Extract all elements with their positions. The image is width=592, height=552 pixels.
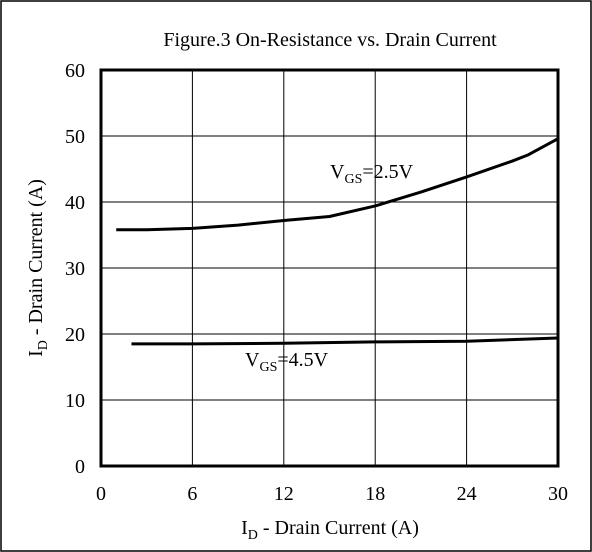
y-tick-label: 30 (65, 258, 85, 280)
y-axis-label-rest: - Drain Current (A) (25, 179, 47, 340)
series-label-sub: GS (259, 360, 277, 375)
y-tick-label: 50 (65, 126, 85, 148)
series-label: VGS=4.5V (245, 349, 329, 375)
x-axis-label: ID - Drain Current (A) (241, 517, 419, 543)
series-label-main: V (330, 161, 345, 183)
series-label-main: V (245, 349, 260, 371)
plot-border (99, 68, 560, 468)
y-tick-label: 40 (65, 192, 85, 214)
y-tick-label: 0 (75, 456, 85, 478)
x-tick-label: 30 (548, 483, 568, 505)
x-tick-label: 18 (365, 483, 385, 505)
series-label-rest: =4.5V (277, 349, 328, 371)
x-axis-label-sub: D (248, 528, 258, 543)
x-axis-label-rest: - Drain Current (A) (258, 517, 419, 539)
x-tick-label: 12 (274, 483, 294, 505)
x-axis-label-main: I (241, 517, 248, 539)
series-line (116, 137, 559, 232)
x-tick-label: 0 (96, 483, 106, 505)
y-axis-label-sub: D (36, 340, 51, 350)
series-label-sub: GS (344, 172, 362, 187)
y-tick-label: 60 (65, 60, 85, 82)
series-line (131, 336, 559, 346)
x-tick-label: 24 (457, 483, 477, 505)
y-axis-label-main: I (25, 350, 47, 357)
chart-title: Figure.3 On-Resistance vs. Drain Current (163, 29, 497, 51)
y-axis-label: ID - Drain Current (A) (25, 179, 51, 357)
series-label: VGS=2.5V (330, 161, 414, 187)
y-tick-label: 10 (65, 390, 85, 412)
y-tick-label: 20 (65, 324, 85, 346)
series-label-rest: =2.5V (362, 161, 413, 183)
x-tick-label: 6 (187, 483, 197, 505)
